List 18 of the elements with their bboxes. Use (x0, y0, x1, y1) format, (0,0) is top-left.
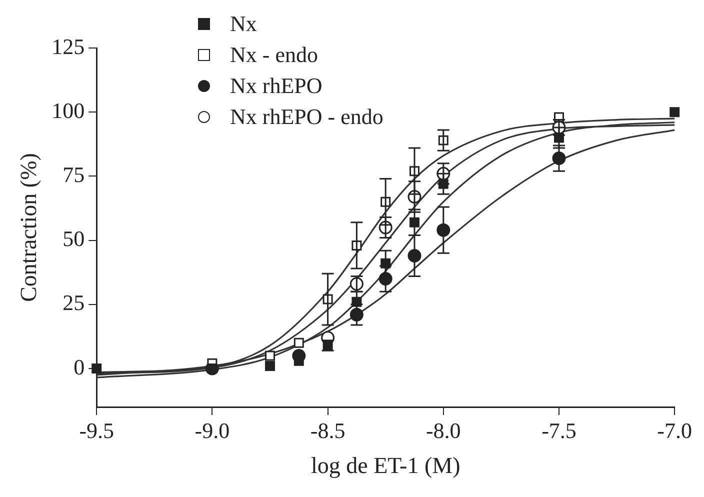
y-axis-title: Contraction (%) (16, 153, 41, 302)
legend-label: Nx - endo (230, 41, 318, 69)
x-tick-label: -7.5 (542, 418, 576, 443)
x-tick-label: -8.5 (310, 418, 346, 443)
legend-label: Nx (230, 10, 257, 38)
x-tick-label: -9.0 (194, 418, 230, 443)
y-tick-label: 125 (52, 34, 85, 59)
x-tick-label: -8.0 (426, 418, 461, 443)
y-tick-label: 0 (74, 354, 85, 380)
legend-label: Nx rhEPO (230, 72, 322, 100)
y-tick-label: 100 (52, 98, 85, 123)
y-tick-label: 75 (62, 162, 85, 187)
y-tick-label: 50 (62, 226, 85, 252)
legend-label: Nx rhEPO - endo (230, 103, 384, 131)
x-tick-label: -9.5 (79, 418, 114, 443)
x-axis-title: log de ET-1 (M) (310, 453, 460, 478)
y-tick-label: 25 (62, 290, 85, 316)
x-tick-label: -7.0 (657, 418, 692, 443)
